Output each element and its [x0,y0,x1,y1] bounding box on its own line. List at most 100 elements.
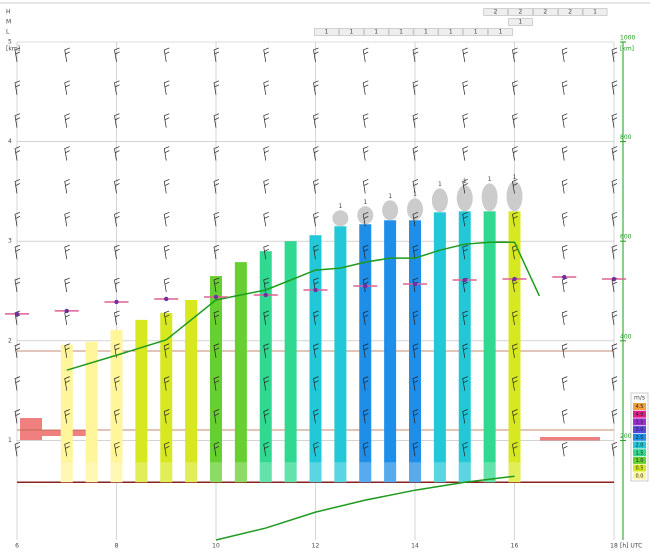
thermal-column [409,220,421,483]
cloud-cover-label: 2 [543,9,547,16]
cumulus [481,183,498,212]
wind-barb [213,343,220,358]
level-label: M [6,19,11,26]
wind-barb [14,277,21,293]
wind-barb [362,343,369,358]
wind-barb [114,146,120,161]
wind-barb [263,80,269,95]
cloud-cover-box [508,18,533,26]
thermal-column [309,235,322,483]
wind-barb [313,179,319,194]
cumulus [431,188,448,213]
thermal-column [458,211,471,483]
legend-swatch [633,441,646,449]
boundary-layer-marker [412,281,418,287]
wind-barb [114,80,120,95]
wind-barb [512,146,518,161]
cloud-cover-label: 1 [374,29,378,36]
boundary-layer-marker [64,308,69,314]
wind-barb [163,442,170,457]
cloud-cover-label: 1 [474,29,478,36]
boundary-layer-marker [512,276,517,282]
thermal-column [259,251,272,483]
thermal-column-base [284,462,297,483]
wind-barb [462,376,468,391]
thermal-column-base [185,462,198,483]
boundary-layer-marker [263,292,268,298]
wind-barb [213,310,220,325]
bar-box [540,437,600,441]
wind-barb [64,343,70,358]
x-tick-label: 12 [312,543,320,550]
wind-barb [412,244,419,260]
thermal-column-base [483,462,496,483]
boundary-layer-marker [14,311,20,317]
wind-barb [462,80,468,95]
wind-barb [313,343,319,358]
wind-barb [462,113,468,128]
y2-tick-label: 800 [620,134,632,141]
thermal-column [135,319,148,483]
boundary-layer-marker [114,299,119,305]
wind-barb [163,244,170,260]
wind-barb [462,343,468,358]
wind-barb [512,442,518,457]
wind-barb [611,47,618,63]
cumulus-label: 1 [438,181,442,188]
wind-barb [611,146,618,161]
thermal-column [359,224,372,483]
cloud-cover-label: 2 [568,9,572,16]
legend-label: 4.0 [636,412,644,418]
wind-barb [263,47,269,63]
wind-barb [512,80,518,95]
wind-barb [412,376,419,391]
wind-barb [462,211,468,227]
wind-barb [611,409,618,424]
wind-barb [163,376,170,391]
wind-barb [114,409,120,424]
wind-barb [163,179,170,194]
wind-barb [213,179,220,194]
wind-barb [313,376,319,391]
wind-barb [611,310,618,325]
wind-barb [561,211,568,227]
wind-barb [362,376,369,391]
boundary-layer-marker [611,276,617,282]
cloud-cover-label: 1 [499,29,503,36]
cloud-cover-label: 2 [494,9,498,16]
wind-barb [263,244,269,260]
wind-barb [412,409,419,424]
wind-barb [64,244,70,260]
wind-barb [611,376,618,391]
cumulus [382,200,399,221]
wind-barb [263,211,269,227]
cloud-cover-label: 1 [399,29,403,36]
wind-barb [114,211,120,227]
wind-barb [561,310,568,325]
y2-axis-label: [km] [620,46,634,53]
cumulus-label: 1 [388,193,392,200]
cumulus-label: 1 [338,203,342,210]
legend-label: 4.5 [636,404,644,410]
boundary-layer-marker [164,296,169,302]
cumulus-label: 1 [488,176,492,183]
thermal-column-base [110,462,123,483]
thermal-column-base [384,462,397,483]
x-axis-label: [h] UTC [620,543,642,550]
boundary-layer-marker [313,287,318,293]
wind-barb [64,211,70,227]
y-axis-label: [km] [6,46,20,53]
wind-barb [412,47,419,63]
x-tick-label: 18 [610,543,618,550]
wind-barb [362,146,369,161]
wind-barb [213,442,220,457]
legend-title: m/s [634,395,645,402]
wind-barb [64,409,70,424]
cloud-cover-label: 1 [424,29,428,36]
wind-barb [462,146,468,161]
y-tick-label: 4 [8,138,12,145]
cloud-cover-box [533,8,558,16]
wind-barb [362,442,369,457]
wind-barb [362,409,369,424]
thermal-column-base [259,462,272,483]
